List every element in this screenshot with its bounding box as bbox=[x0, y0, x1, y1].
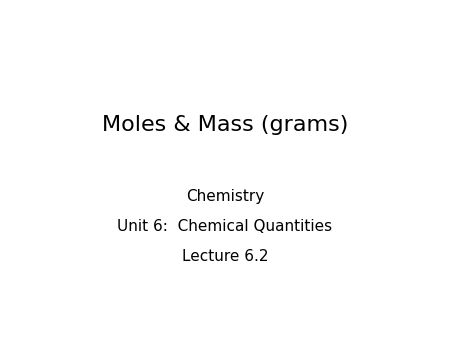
Text: Chemistry: Chemistry bbox=[186, 189, 264, 203]
Text: Unit 6:  Chemical Quantities: Unit 6: Chemical Quantities bbox=[117, 219, 333, 234]
Text: Moles & Mass (grams): Moles & Mass (grams) bbox=[102, 115, 348, 135]
Text: Lecture 6.2: Lecture 6.2 bbox=[182, 249, 268, 264]
